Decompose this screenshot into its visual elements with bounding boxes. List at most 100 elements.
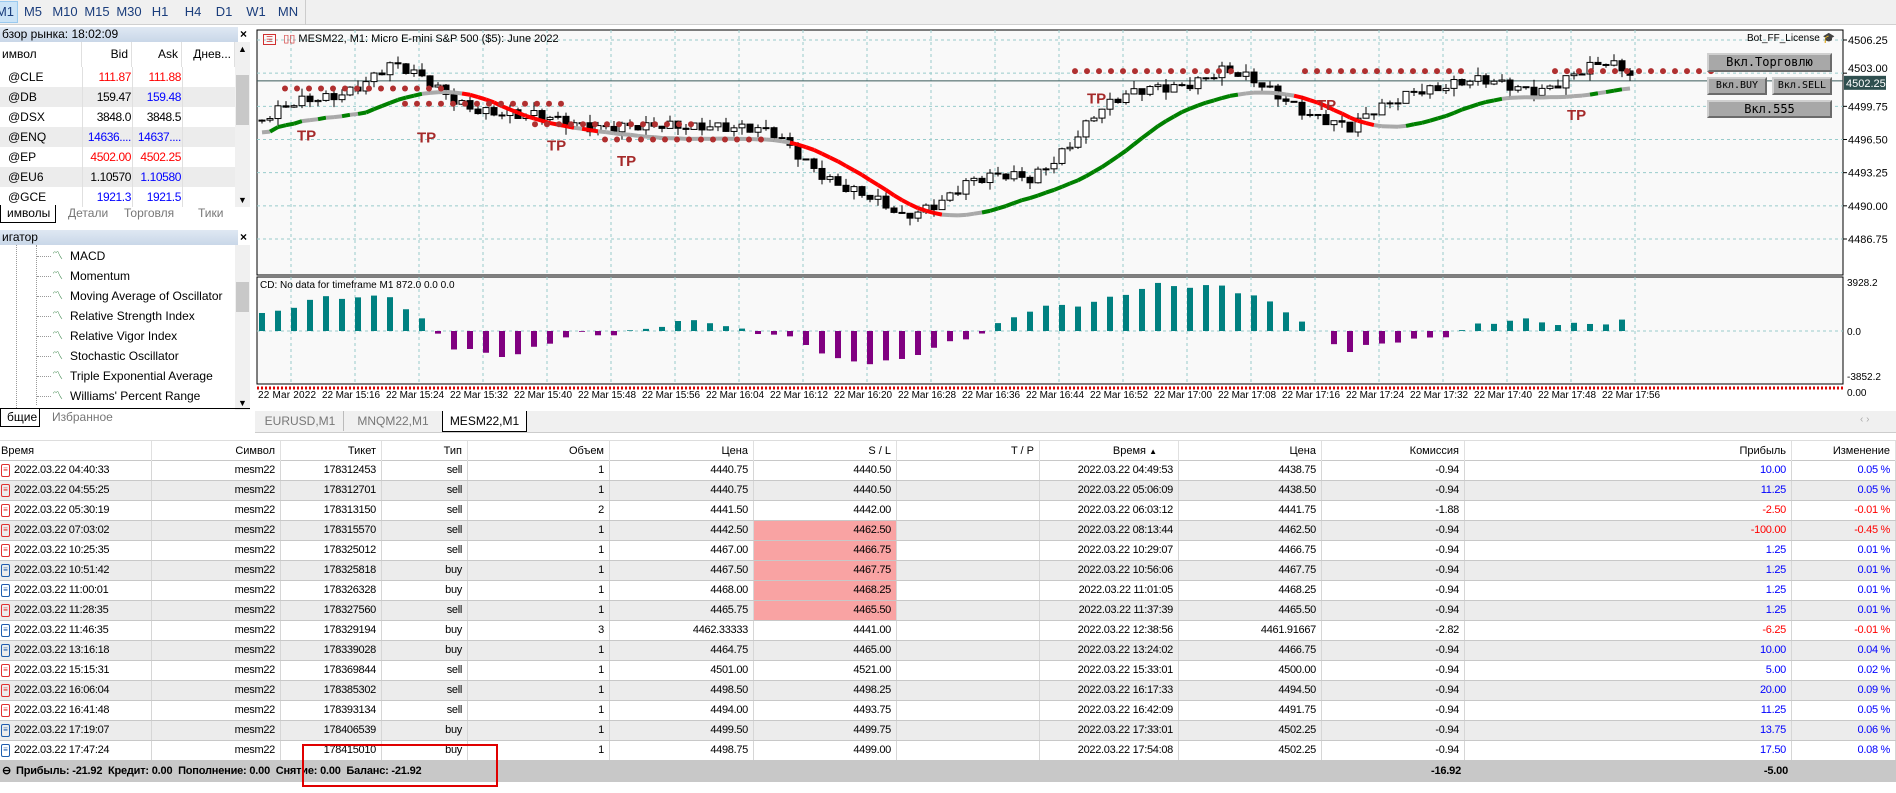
table-row[interactable]: 2022.03.22 11:46:35 mesm22 178329194 buy 3 44… <box>0 621 1896 641</box>
tab-scroll-arrows-icon[interactable]: ‹ › <box>1860 414 1870 425</box>
navigator-item[interactable]: Stochastic Oscillator <box>70 349 179 363</box>
scroll-up-icon[interactable]: ▲ <box>238 44 247 54</box>
table-row[interactable]: 2022.03.22 10:25:35 mesm22 178325012 sell 1 4… <box>0 541 1896 561</box>
enable-sell-button[interactable]: Вкл.SELL <box>1772 77 1832 95</box>
market-watch-row[interactable]: @EU6 1.10570 1.10580 <box>0 167 235 187</box>
time-axis-label: 22 Mar 16:28 <box>898 390 956 401</box>
table-row[interactable]: 2022.03.22 16:06:04 mesm22 178385302 sell 1 4… <box>0 681 1896 701</box>
sort-ascending-icon[interactable]: ▲ <box>1149 447 1157 456</box>
price-chart[interactable]: 22 Mar 2022 22 Mar 15:16 22 Mar 15:24 22 Ma… <box>255 27 1896 411</box>
column-header-symbol[interactable]: имвол <box>0 42 82 67</box>
scrollbar[interactable]: ▼ <box>235 245 250 410</box>
candle <box>714 122 722 128</box>
chart-window[interactable]: 22 Mar 2022 22 Mar 15:16 22 Mar 15:24 22 Ma… <box>255 27 1896 411</box>
column-header-4[interactable]: Объем <box>468 441 610 461</box>
market-watch-row[interactable]: @GCE 1921.3 1921.5 <box>0 187 235 207</box>
column-header-bid[interactable]: Bid <box>82 42 132 67</box>
navigator-item[interactable]: Triple Exponential Average <box>70 369 213 383</box>
table-row[interactable]: 2022.03.22 17:19:07 mesm22 178406539 buy 1 44… <box>0 721 1896 741</box>
table-row[interactable]: 2022.03.22 07:03:02 mesm22 178315570 sell 1 4… <box>0 521 1896 541</box>
tab-favorites[interactable]: Избранное <box>52 410 113 424</box>
table-row[interactable]: 2022.03.22 11:00:01 mesm22 178326328 buy 1 44… <box>0 581 1896 601</box>
scrollbar[interactable]: ▲ ▼ <box>235 42 250 207</box>
timeframe-m30[interactable]: M30 <box>116 4 142 19</box>
cell-open-time: 2022.03.22 13:16:18 <box>0 641 152 660</box>
scroll-down-icon[interactable]: ▼ <box>238 195 247 205</box>
market-watch-row[interactable]: @CLE 111.87 111.88 <box>0 67 235 87</box>
cell-open-time: 2022.03.22 07:03:02 <box>0 521 152 540</box>
tab-common[interactable]: бщие <box>0 409 40 427</box>
table-row[interactable]: 2022.03.22 13:16:18 mesm22 178339028 buy 1 44… <box>0 641 1896 661</box>
table-row[interactable]: 2022.03.22 11:28:35 mesm22 178327560 sell 1 4… <box>0 601 1896 621</box>
market-watch-row[interactable]: @EP 4502.00 4502.25 <box>0 147 235 167</box>
table-row[interactable]: 2022.03.22 16:41:48 mesm22 178393134 sell 1 4… <box>0 701 1896 721</box>
column-header-6[interactable]: S / L <box>754 441 897 461</box>
collapse-icon[interactable]: ⊖ <box>2 765 12 777</box>
column-header-11[interactable]: Прибыль <box>1465 441 1792 461</box>
timeframe-m1[interactable]: M1 <box>0 1 19 23</box>
close-icon[interactable]: × <box>240 230 248 244</box>
cell-type: sell <box>382 501 468 520</box>
table-row[interactable]: 2022.03.22 17:47:24 mesm22 178415010 buy 1 44… <box>0 741 1896 761</box>
navigator-item[interactable]: Relative Strength Index <box>70 309 195 323</box>
tab-trading[interactable]: Торговля <box>124 206 175 220</box>
column-header-5[interactable]: Цена <box>610 441 754 461</box>
navigator-item[interactable]: Williams' Percent Range <box>70 389 201 403</box>
chart-tab-eurusd[interactable]: EURUSD,M1 <box>264 414 336 428</box>
cell-close-price: 4500.00 <box>1179 661 1322 680</box>
timeframe-h4[interactable]: H4 <box>184 4 202 19</box>
histogram-bar <box>563 331 569 338</box>
enable-buy-button[interactable]: Вкл.BUY <box>1707 77 1767 95</box>
column-header-daily[interactable]: Днев... <box>182 42 235 67</box>
timeframe-m10[interactable]: M10 <box>52 4 78 19</box>
candle <box>554 115 562 118</box>
table-row[interactable]: 2022.03.22 15:15:31 mesm22 178369844 sell 1 4… <box>0 661 1896 681</box>
moving-average-segment <box>573 125 583 131</box>
scrollbar-thumb[interactable] <box>236 282 249 312</box>
scrollbar-thumb[interactable] <box>236 75 249 125</box>
scroll-down-icon[interactable]: ▼ <box>238 398 247 408</box>
table-row[interactable]: 2022.03.22 04:40:33 mesm22 178312453 sell 1 4… <box>0 461 1896 481</box>
cell-commission: -0.94 <box>1322 601 1465 620</box>
column-header-10[interactable]: Комиссия <box>1322 441 1465 461</box>
tab-symbols[interactable]: имволы <box>0 205 56 223</box>
column-header-7[interactable]: T / P <box>897 441 1040 461</box>
column-header-ask[interactable]: Ask <box>132 42 182 67</box>
market-watch-row[interactable]: @DB 159.47 159.48 <box>0 87 235 107</box>
column-header-9[interactable]: Цена <box>1179 441 1322 461</box>
market-watch-row[interactable]: @DSX 3848.0 3848.5 <box>0 107 235 127</box>
column-header-8[interactable]: Время ▲ <box>1040 441 1179 461</box>
timeframe-mn[interactable]: MN <box>277 4 299 19</box>
timeframe-w1[interactable]: W1 <box>246 4 266 19</box>
close-icon[interactable]: × <box>240 27 248 41</box>
market-watch-row[interactable]: @ENQ 14636.... 14637.... <box>0 127 235 147</box>
navigator-item[interactable]: Moving Average of Oscillator <box>70 289 223 303</box>
column-header-2[interactable]: Тикет <box>281 441 382 461</box>
tab-details[interactable]: Детали <box>68 206 109 220</box>
enable-trading-button[interactable]: Вкл.Торговлю <box>1707 53 1832 72</box>
chart-tab-mesm22[interactable]: MESM22,M1 <box>442 411 527 432</box>
column-header-1[interactable]: Символ <box>152 441 281 461</box>
timeframe-m5[interactable]: M5 <box>23 4 43 19</box>
table-row[interactable]: 2022.03.22 05:30:19 mesm22 178313150 sell 2 4… <box>0 501 1896 521</box>
navigator-item[interactable]: MACD <box>70 249 106 263</box>
column-header-0[interactable]: Время <box>0 441 152 461</box>
daily-change <box>182 127 235 147</box>
navigator-item[interactable]: Momentum <box>70 269 131 283</box>
tp-label: TP <box>617 153 636 170</box>
table-row[interactable]: 2022.03.22 10:51:42 mesm22 178325818 buy 1 44… <box>0 561 1896 581</box>
column-header-3[interactable]: Тип <box>382 441 468 461</box>
tab-ticks[interactable]: Тики <box>198 206 224 220</box>
chart-tab-mnqm22[interactable]: MNQM22,M1 <box>343 411 442 431</box>
enable-555-button[interactable]: Вкл.555 <box>1707 100 1832 118</box>
timeframe-d1[interactable]: D1 <box>215 4 233 19</box>
cell-commission: -0.94 <box>1322 561 1465 580</box>
timeframe-m15[interactable]: M15 <box>84 4 110 19</box>
column-header-12[interactable]: Изменение <box>1792 441 1896 461</box>
navigator-item[interactable]: Relative Vigor Index <box>70 329 178 343</box>
timeframe-h1[interactable]: H1 <box>151 4 169 19</box>
histogram-bar <box>371 295 377 331</box>
trade-icon[interactable]: ☰ <box>263 34 277 45</box>
table-row[interactable]: 2022.03.22 04:55:25 mesm22 178312701 sell 1 4… <box>0 481 1896 501</box>
chart-settings-icon[interactable]: ▯▯ <box>283 33 296 45</box>
